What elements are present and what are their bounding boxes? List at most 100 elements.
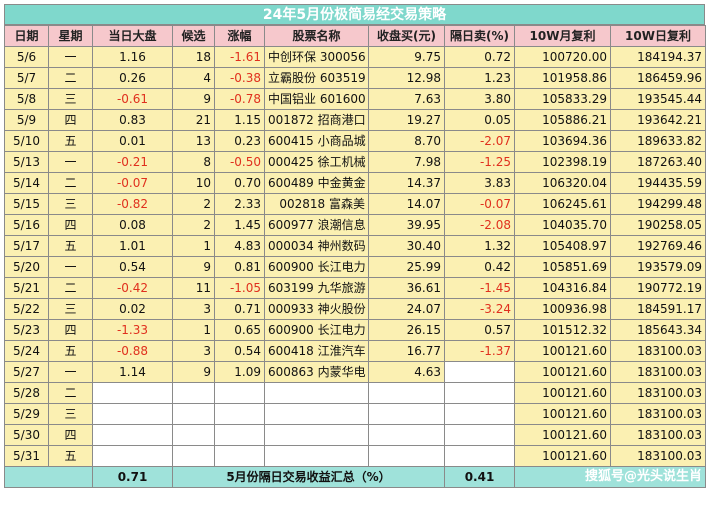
table-row: 5/23 四 -1.33 1 0.65 600900 长江电力 26.15 0.57 10151…	[4, 319, 706, 341]
sell-cell: -2.07	[444, 130, 515, 152]
weekday-cell: 五	[48, 340, 93, 362]
date-cell: 5/10	[4, 130, 49, 152]
col-header: 10W月复利	[514, 25, 611, 47]
sell-cell: 1.23	[444, 67, 515, 89]
buy-cell: 7.63	[368, 88, 445, 110]
date-cell: 5/17	[4, 235, 49, 257]
candidates-cell: 3	[172, 298, 215, 320]
monthly-cell: 100121.60	[514, 403, 611, 425]
market-cell	[92, 424, 173, 446]
candidates-cell: 2	[172, 193, 215, 215]
monthly-cell: 105851.69	[514, 256, 611, 278]
table-row: 5/16 四 0.08 2 1.45 600977 浪潮信息 39.95 -2.08 10403…	[4, 214, 706, 236]
table-row: 5/29 三 100121.60 183100.03	[4, 403, 706, 425]
sell-cell	[444, 445, 515, 467]
table-row: 5/6 一 1.16 18 -1.61 中创环保 300056 9.75 0.72 100720…	[4, 46, 706, 68]
candidates-cell: 21	[172, 109, 215, 131]
date-cell: 5/24	[4, 340, 49, 362]
summary-label: 5月份隔日交易收益汇总（%）	[172, 466, 445, 488]
weekday-cell: 三	[48, 88, 93, 110]
table-row: 5/13 一 -0.21 8 -0.50 000425 徐工机械 7.98 -1.25 1023…	[4, 151, 706, 173]
gain-cell: 2.33	[214, 193, 265, 215]
sell-cell: -0.07	[444, 193, 515, 215]
date-cell: 5/14	[4, 172, 49, 194]
weekday-cell: 四	[48, 319, 93, 341]
monthly-cell: 101958.86	[514, 67, 611, 89]
gain-cell: -1.61	[214, 46, 265, 68]
col-header: 隔日卖(%)	[444, 25, 515, 47]
date-cell: 5/9	[4, 109, 49, 131]
weekday-cell: 五	[48, 445, 93, 467]
table-row: 5/24 五 -0.88 3 0.54 600418 江淮汽车 16.77 -1.37 1001…	[4, 340, 706, 362]
candidates-cell	[172, 403, 215, 425]
daily-cell: 183100.03	[610, 340, 706, 362]
buy-cell: 39.95	[368, 214, 445, 236]
buy-cell: 4.63	[368, 361, 445, 383]
candidates-cell: 9	[172, 88, 215, 110]
stock-cell	[264, 403, 369, 425]
sell-total: 0.41	[444, 466, 515, 488]
buy-cell	[368, 424, 445, 446]
weekday-cell: 四	[48, 214, 93, 236]
date-cell: 5/16	[4, 214, 49, 236]
gain-cell	[214, 445, 265, 467]
stock-cell: 600977 浪潮信息	[264, 214, 369, 236]
weekday-cell: 三	[48, 193, 93, 215]
stock-cell: 001872 招商港口	[264, 109, 369, 131]
buy-cell: 36.61	[368, 277, 445, 299]
weekday-cell: 五	[48, 235, 93, 257]
date-cell: 5/13	[4, 151, 49, 173]
market-cell: -0.42	[92, 277, 173, 299]
table-row: 5/7 二 0.26 4 -0.38 立霸股份 603519 12.98 1.23 101958…	[4, 67, 706, 89]
market-cell: 0.26	[92, 67, 173, 89]
date-cell: 5/20	[4, 256, 49, 278]
weekday-cell: 一	[48, 256, 93, 278]
table-row: 5/28 二 100121.60 183100.03	[4, 382, 706, 404]
stock-cell	[264, 382, 369, 404]
gain-cell: 1.45	[214, 214, 265, 236]
gain-cell: 1.15	[214, 109, 265, 131]
candidates-cell: 9	[172, 361, 215, 383]
monthly-cell: 105833.29	[514, 88, 611, 110]
market-cell	[92, 445, 173, 467]
monthly-cell: 104316.84	[514, 277, 611, 299]
daily-cell: 190258.05	[610, 214, 706, 236]
table-row: 5/31 五 100121.60 183100.03	[4, 445, 706, 467]
table-row: 5/21 二 -0.42 11 -1.05 603199 九华旅游 36.61 -1.45 10…	[4, 277, 706, 299]
sell-cell: -3.24	[444, 298, 515, 320]
gain-cell: 0.71	[214, 298, 265, 320]
date-cell: 5/23	[4, 319, 49, 341]
monthly-cell: 103694.36	[514, 130, 611, 152]
sheet-title: 24年5月份极简易经交易策略	[4, 4, 705, 25]
monthly-cell: 100121.60	[514, 424, 611, 446]
table-row: 5/20 一 0.54 9 0.81 600900 长江电力 25.99 0.42 105851…	[4, 256, 706, 278]
gain-cell: -1.05	[214, 277, 265, 299]
candidates-cell: 4	[172, 67, 215, 89]
table-row: 5/27 一 1.14 9 1.09 600863 内蒙华电 4.63 100121.60 18…	[4, 361, 706, 383]
weekday-cell: 二	[48, 277, 93, 299]
gain-cell: 4.83	[214, 235, 265, 257]
date-cell: 5/31	[4, 445, 49, 467]
candidates-cell: 8	[172, 151, 215, 173]
sell-cell: 3.80	[444, 88, 515, 110]
monthly-cell: 100121.60	[514, 340, 611, 362]
daily-cell: 190772.19	[610, 277, 706, 299]
daily-cell: 194299.48	[610, 193, 706, 215]
candidates-cell	[172, 382, 215, 404]
market-cell: 0.08	[92, 214, 173, 236]
market-cell: 1.01	[92, 235, 173, 257]
sell-cell	[444, 424, 515, 446]
market-cell: -0.82	[92, 193, 173, 215]
gain-cell: -0.78	[214, 88, 265, 110]
stock-cell: 600900 长江电力	[264, 256, 369, 278]
candidates-cell: 11	[172, 277, 215, 299]
candidates-cell: 10	[172, 172, 215, 194]
market-cell: 1.14	[92, 361, 173, 383]
daily-cell: 183100.03	[610, 361, 706, 383]
sell-cell	[444, 382, 515, 404]
buy-cell: 14.07	[368, 193, 445, 215]
monthly-cell: 100121.60	[514, 445, 611, 467]
market-cell: 0.54	[92, 256, 173, 278]
candidates-cell	[172, 424, 215, 446]
summary-row: 0.71 5月份隔日交易收益汇总（%） 0.41 搜狐号@光头说生肖	[4, 466, 706, 488]
